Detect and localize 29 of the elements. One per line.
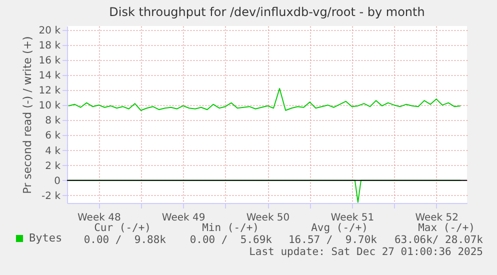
text: 16.57 / 9.70k [288, 234, 377, 246]
text: Avg (-/+) [311, 222, 368, 234]
text: 0.00 / 9.88k [84, 234, 166, 246]
x-tick-label: Week 50 [246, 212, 290, 224]
y-tick-label: -2 k [42, 190, 61, 202]
x-tick-label: Week 52 [415, 212, 459, 224]
x-tick-label: Week 49 [162, 212, 206, 224]
y-tick-label: 20 k [38, 25, 61, 36]
text: Max (-/+) [418, 222, 475, 234]
legend-label: Bytes [29, 232, 62, 244]
y-tick-label: 18 k [38, 40, 61, 52]
text: 0.00 / 5.69k [190, 234, 272, 246]
y-tick-label: 16 k [38, 55, 61, 66]
text: Cur (-/+) [94, 222, 151, 234]
y-tick-label: 12 k [38, 86, 61, 97]
y-tick-label: 2 k [45, 160, 61, 172]
y-tick-label: 0 [54, 176, 60, 187]
text: Last update: Sat Dec 27 01:00:36 2025 [249, 246, 483, 258]
x-tick-label: Week 48 [78, 212, 121, 224]
y-tick-label: 14 k [38, 70, 61, 82]
y-tick-label: 10 k [38, 100, 61, 112]
y-tick-label: 6 k [45, 130, 61, 142]
chart-title: Disk throughput for /dev/influxdb-vg/root - by month [109, 4, 425, 19]
y-axis-title: Pr second read (-) / write (+) [20, 36, 34, 194]
y-tick-label: 4 k [45, 146, 61, 157]
x-tick-label: Week 51 [330, 212, 374, 224]
text: Min (-/+) [202, 222, 259, 234]
y-tick-label: 8 k [45, 116, 61, 127]
text: 63.06k/ 28.07k [394, 234, 483, 246]
